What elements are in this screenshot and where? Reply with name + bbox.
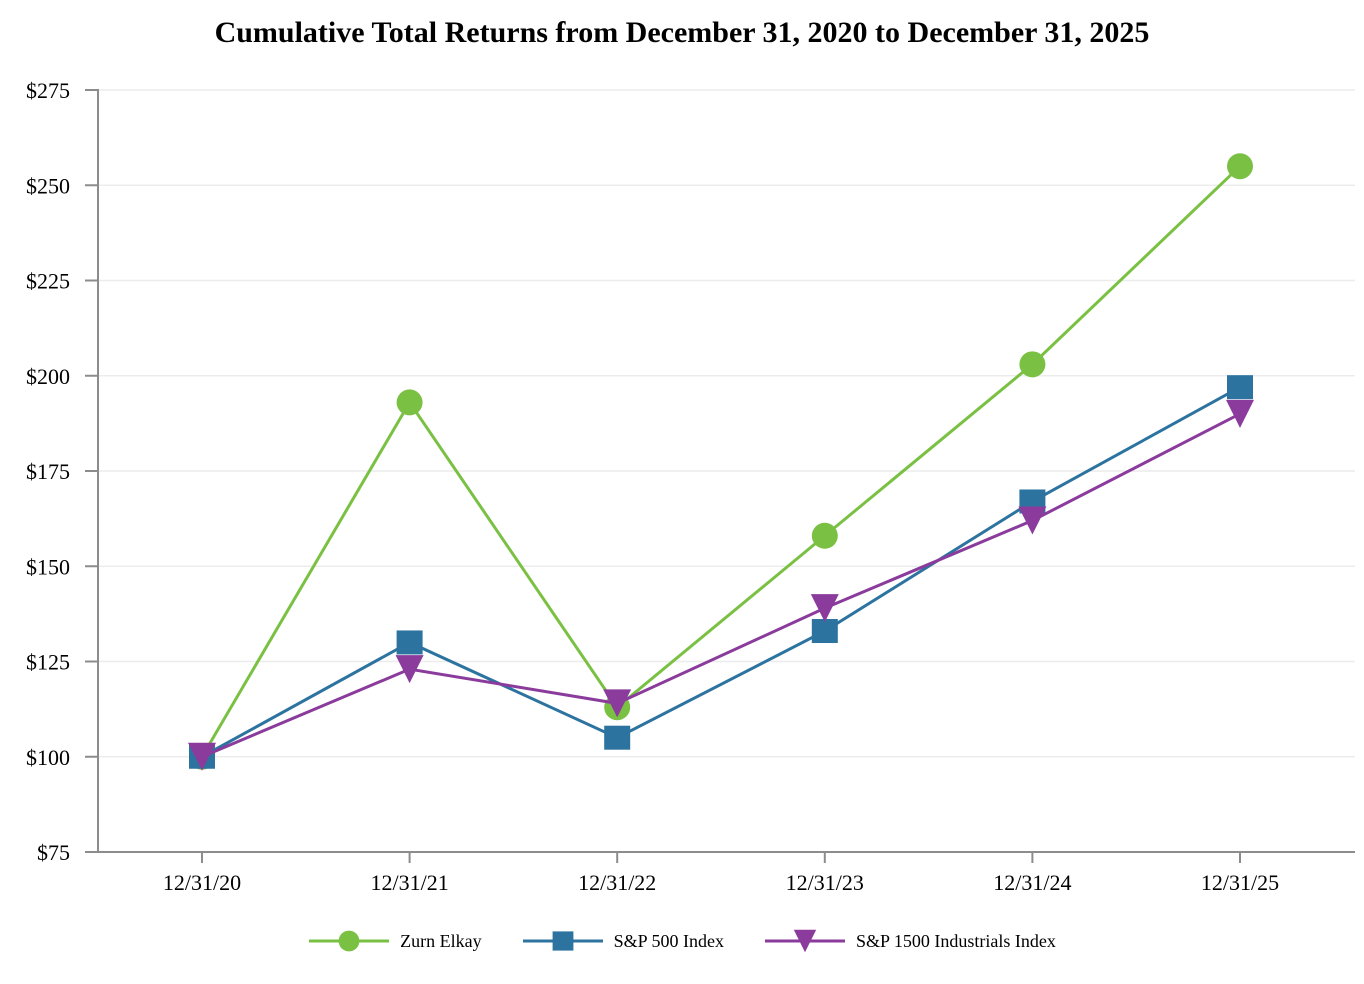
- legend-item-sp500: S&P 500 Index: [522, 926, 724, 956]
- circle-marker: [396, 389, 423, 416]
- chart-title: Cumulative Total Returns from December 3…: [214, 16, 1150, 49]
- y-tick-label: $175: [26, 459, 70, 484]
- square-marker-icon: [522, 931, 603, 951]
- x-tick-label: 12/31/24: [993, 870, 1071, 895]
- legend-label-zurn-elkay: Zurn Elkay: [400, 930, 482, 951]
- triangle-down-marker: [793, 929, 817, 953]
- circle-marker: [1019, 351, 1046, 378]
- y-tick-label: $150: [26, 554, 70, 579]
- y-tick-label: $225: [26, 269, 70, 294]
- legend-item-zurn-elkay: Zurn Elkay: [308, 926, 482, 956]
- triangle-down-marker: [603, 689, 632, 718]
- circle-marker: [811, 522, 838, 549]
- chart-plot-canvas: $75 $100 $125 $150 $175 $200 $225 $250 $275 12/31…: [26, 78, 1355, 895]
- series-line: [201, 385, 1241, 759]
- y-tick-label: $250: [26, 173, 70, 198]
- square-marker: [1227, 375, 1253, 400]
- series-line: [201, 412, 1241, 759]
- square-marker: [604, 725, 631, 750]
- y-tick-label: $275: [26, 78, 70, 103]
- legend-item-sp1500-industrials: S&P 1500 Industrials Index: [764, 926, 1056, 956]
- legend-label-sp500: S&P 500 Index: [613, 930, 724, 951]
- triangle-down-marker: [1018, 506, 1047, 535]
- x-tick-label: 12/31/23: [786, 870, 864, 895]
- legend-label-sp1500-industrials: S&P 1500 Industrials Index: [856, 930, 1056, 951]
- triangle-down-marker: [188, 742, 216, 771]
- x-tick-label: 12/31/20: [163, 870, 241, 895]
- square-marker: [396, 630, 423, 655]
- y-tick-label: $125: [26, 650, 70, 675]
- triangle-down-marker: [810, 594, 839, 623]
- triangle-marker-icon: [765, 929, 845, 953]
- y-tick-label: $75: [37, 840, 70, 865]
- chart-legend: Zurn Elkay S&P 500 Index S&P 1500 Indust…: [0, 926, 1364, 956]
- y-tick-label: $100: [26, 745, 70, 770]
- x-tick-label: 12/31/25: [1201, 870, 1279, 895]
- circle-marker-icon: [309, 930, 390, 952]
- square-marker: [811, 619, 838, 644]
- x-tick-label: 12/31/22: [578, 870, 656, 895]
- series-line: [200, 165, 1242, 758]
- circle-marker: [338, 930, 360, 952]
- square-marker: [552, 931, 574, 951]
- x-tick-label: 12/31/21: [370, 870, 448, 895]
- triangle-down-marker: [395, 655, 424, 684]
- circle-marker: [1227, 153, 1253, 180]
- y-tick-label: $200: [26, 364, 70, 389]
- triangle-down-marker: [1226, 399, 1254, 428]
